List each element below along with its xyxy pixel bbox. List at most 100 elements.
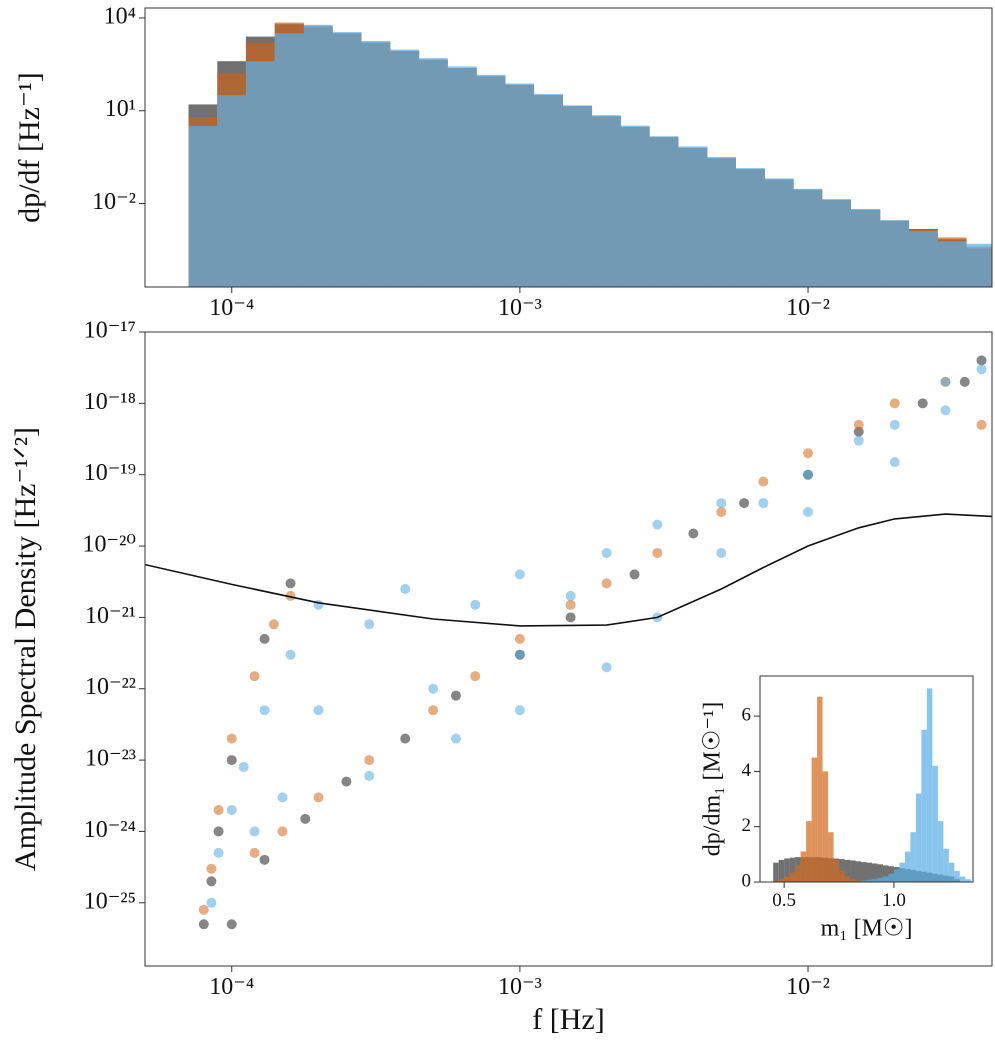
- scatter-point: [940, 405, 951, 416]
- scatter-point: [758, 476, 769, 487]
- x-tick-label: 10⁻²: [786, 974, 830, 1000]
- scatter-point: [853, 419, 864, 430]
- histogram-bar: [871, 879, 878, 882]
- scatter-point: [565, 590, 576, 601]
- histogram-bar: [828, 832, 834, 882]
- scatter-point: [313, 792, 324, 803]
- scatter-point: [400, 583, 411, 594]
- histogram-bar: [904, 851, 911, 882]
- histogram-bar: [361, 40, 391, 287]
- y-tick-label: 10⁴: [104, 3, 136, 29]
- scatter-point: [364, 755, 375, 766]
- scatter-point: [285, 578, 296, 589]
- plot-area: [773, 688, 971, 882]
- histogram-bar: [844, 876, 851, 882]
- histogram-bar: [910, 832, 916, 882]
- y-axis-label: dp/df [Hz⁻¹]: [13, 72, 46, 223]
- histogram-bar: [793, 188, 823, 287]
- y-tick-label: 6: [742, 704, 752, 725]
- histogram-bar: [274, 33, 304, 287]
- histogram-bar: [505, 83, 535, 287]
- scatter-point: [601, 662, 612, 673]
- scatter-point: [716, 507, 727, 518]
- histogram-bar: [880, 220, 909, 287]
- scatter-point: [514, 569, 525, 580]
- scatter-point: [249, 847, 260, 858]
- y-tick-label: 2: [742, 815, 752, 836]
- histogram-bar: [735, 168, 765, 287]
- histogram-bar: [948, 862, 955, 882]
- histogram-bar: [959, 876, 966, 882]
- scatter-point: [889, 419, 900, 430]
- plot-frame: [144, 331, 993, 967]
- histogram-bar: [888, 873, 894, 882]
- histogram-bar: [217, 95, 246, 287]
- scatter-point: [277, 792, 288, 803]
- x-tick-label: 10⁻⁴: [209, 295, 254, 321]
- scatter-point: [268, 619, 279, 630]
- x-tick-label: 0.5: [772, 890, 796, 911]
- histogram-bar: [773, 862, 779, 882]
- scatter-point: [803, 448, 814, 459]
- x-tick-label: 10⁻³: [498, 295, 542, 321]
- scatter-point: [450, 690, 461, 701]
- scatter-point: [259, 705, 270, 716]
- scatter-point: [514, 705, 525, 716]
- scatter-point: [716, 498, 727, 509]
- scatter-point: [652, 519, 663, 530]
- scatter-point: [285, 649, 296, 660]
- scatter-point: [198, 919, 209, 930]
- scatter-point: [198, 904, 209, 915]
- scatter-point: [277, 826, 288, 837]
- y-tick-label: 10⁻²²: [85, 674, 136, 700]
- histogram-bar: [773, 880, 779, 882]
- scatter-point: [238, 762, 249, 773]
- scatter-point: [313, 705, 324, 716]
- scatter-point: [470, 599, 481, 610]
- y-tick-label: 10⁻¹⁷: [84, 318, 136, 344]
- histogram-bar: [908, 230, 938, 287]
- y-tick-label: 10⁻²³: [85, 746, 136, 772]
- scatter-point: [206, 897, 217, 908]
- histogram-bar: [882, 865, 889, 882]
- histogram-bar: [789, 872, 796, 882]
- scatter-point: [259, 854, 270, 865]
- histogram-bar: [871, 863, 878, 882]
- scatter-point: [514, 633, 525, 644]
- scatter-point: [285, 590, 296, 601]
- scatter-point: [213, 804, 224, 815]
- histogram-bar: [943, 848, 949, 882]
- histogram-bar: [926, 688, 933, 882]
- histogram-bar: [784, 858, 790, 882]
- scatter-point: [514, 649, 525, 660]
- histogram-bar: [817, 696, 823, 882]
- histogram-bar: [534, 93, 563, 287]
- histogram-bar: [764, 178, 794, 287]
- x-tick-label: 1.0: [882, 890, 906, 911]
- histogram-bar: [937, 821, 944, 882]
- histogram-bar: [822, 771, 829, 882]
- scatter-point: [249, 671, 260, 682]
- histogram-bar: [188, 126, 218, 287]
- histogram-bar: [822, 199, 852, 287]
- scatter-point: [976, 419, 987, 430]
- histogram-bar: [562, 105, 593, 287]
- scatter-point: [226, 919, 237, 930]
- histogram-bar: [839, 870, 845, 882]
- scatter-point: [249, 826, 260, 837]
- histogram-bar: [839, 859, 845, 882]
- scatter-point: [652, 547, 663, 558]
- y-tick-label: 10¹: [105, 96, 136, 122]
- x-axis-label: f [Hz]: [532, 1003, 604, 1036]
- x-axis-label: m₁ [M☉]: [821, 916, 913, 942]
- histogram-bar: [800, 851, 807, 882]
- sensitivity-curve: [145, 513, 992, 627]
- histogram-bar: [390, 49, 420, 287]
- histogram-bar: [954, 870, 960, 882]
- scatter-point: [976, 364, 987, 375]
- histogram-bar: [811, 757, 818, 882]
- histogram-bar: [806, 821, 812, 882]
- histogram-bar: [784, 876, 790, 882]
- histogram-bar: [921, 729, 927, 882]
